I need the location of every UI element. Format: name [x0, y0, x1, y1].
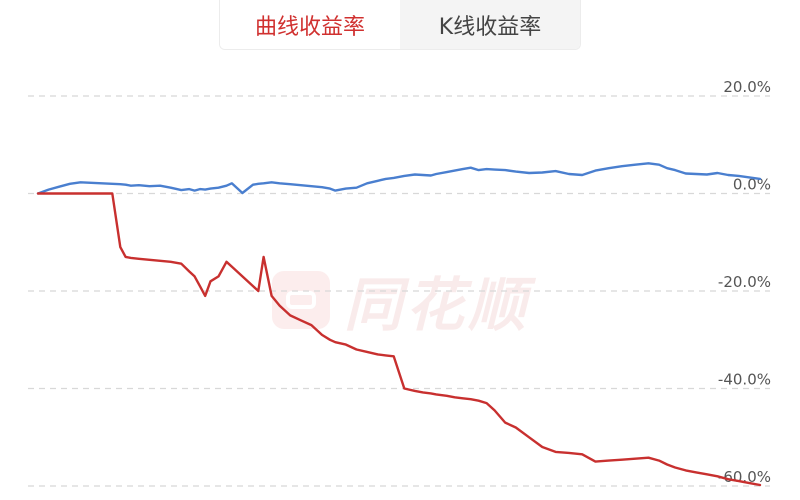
- series-line-red: [36, 192, 762, 487]
- series-line-blue: [36, 162, 762, 195]
- tab-curve-return[interactable]: 曲线收益率: [220, 0, 400, 49]
- tab-k-line-return[interactable]: K线收益率: [400, 0, 580, 49]
- y-tick-label: -20.0%: [718, 273, 771, 291]
- y-tick-label: -60.0%: [718, 468, 771, 486]
- y-tick-label: 0.0%: [733, 176, 771, 194]
- y-tick-label: -40.0%: [718, 371, 771, 389]
- y-tick-label: 20.0%: [723, 78, 771, 96]
- chart-mode-tabs: 曲线收益率 K线收益率: [219, 0, 581, 50]
